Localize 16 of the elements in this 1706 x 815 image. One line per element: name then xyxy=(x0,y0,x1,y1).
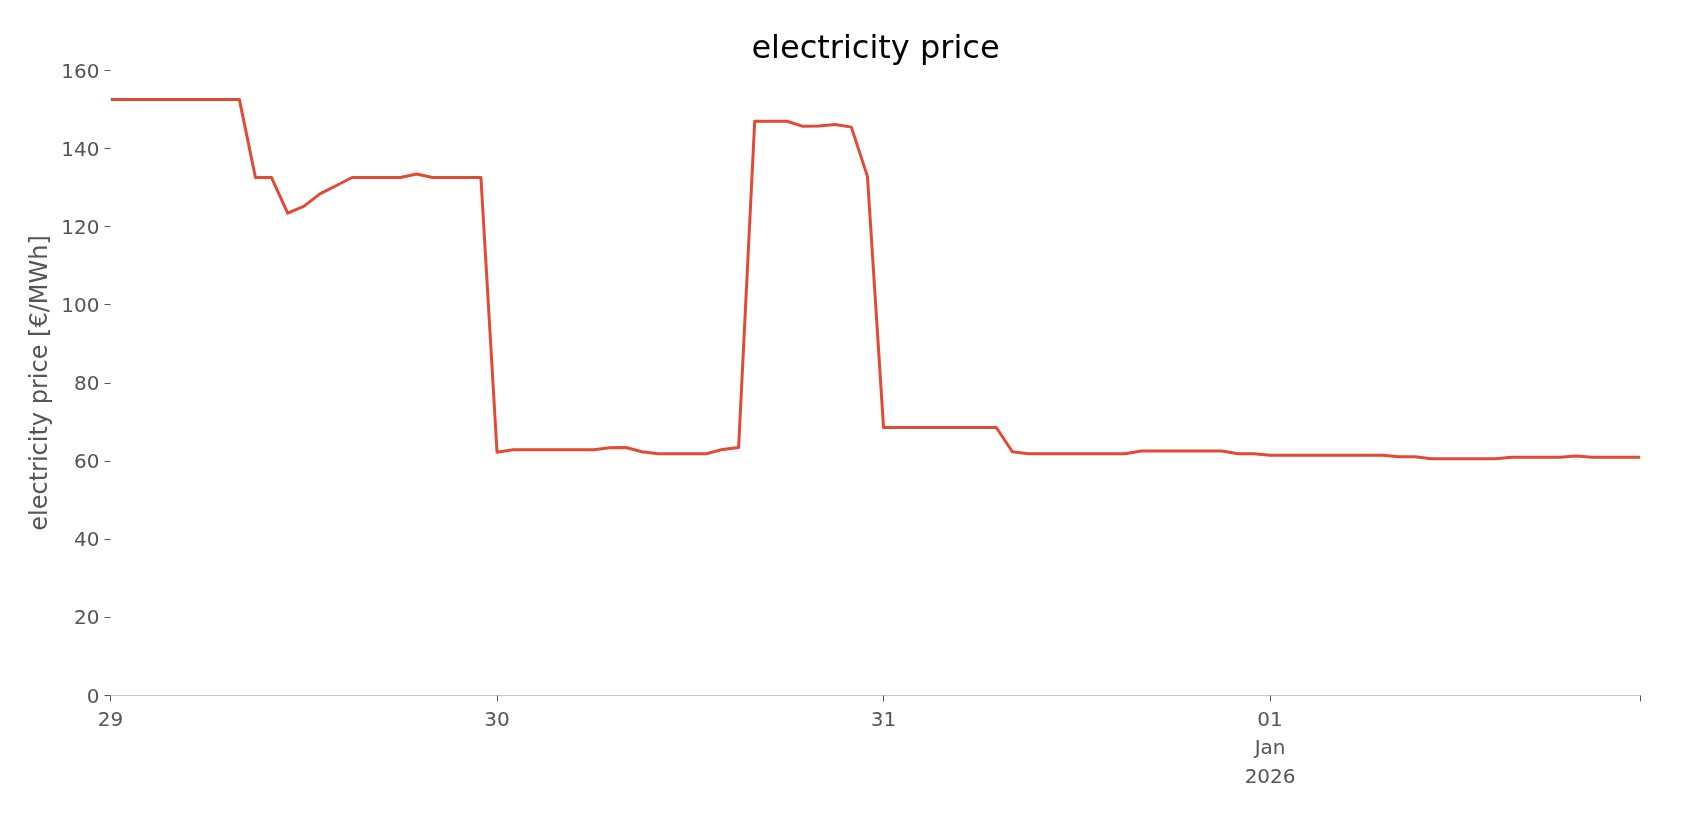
y-tick-label: 100 xyxy=(61,292,100,317)
y-tick-label: 120 xyxy=(61,214,100,239)
x-tick-label: 30 xyxy=(484,706,510,731)
y-tick-label: 0 xyxy=(86,683,100,708)
y-tick-label: 80 xyxy=(74,371,100,395)
x-tick-label: 01 Jan 2026 xyxy=(1244,706,1296,789)
y-axis-title: electricity price [€/MWh] xyxy=(25,235,54,531)
chart-title: electricity price xyxy=(751,27,1000,66)
y-tick-label: 60 xyxy=(74,449,100,474)
x-tick-label: 31 xyxy=(870,706,897,731)
y-tick-label: 140 xyxy=(61,136,100,161)
y-tick-label: 160 xyxy=(61,58,100,83)
y-tick-label: 40 xyxy=(74,527,100,552)
line-series xyxy=(110,97,1641,461)
x-tick-label: 29 xyxy=(97,706,124,731)
y-tick-label: 20 xyxy=(74,605,100,630)
